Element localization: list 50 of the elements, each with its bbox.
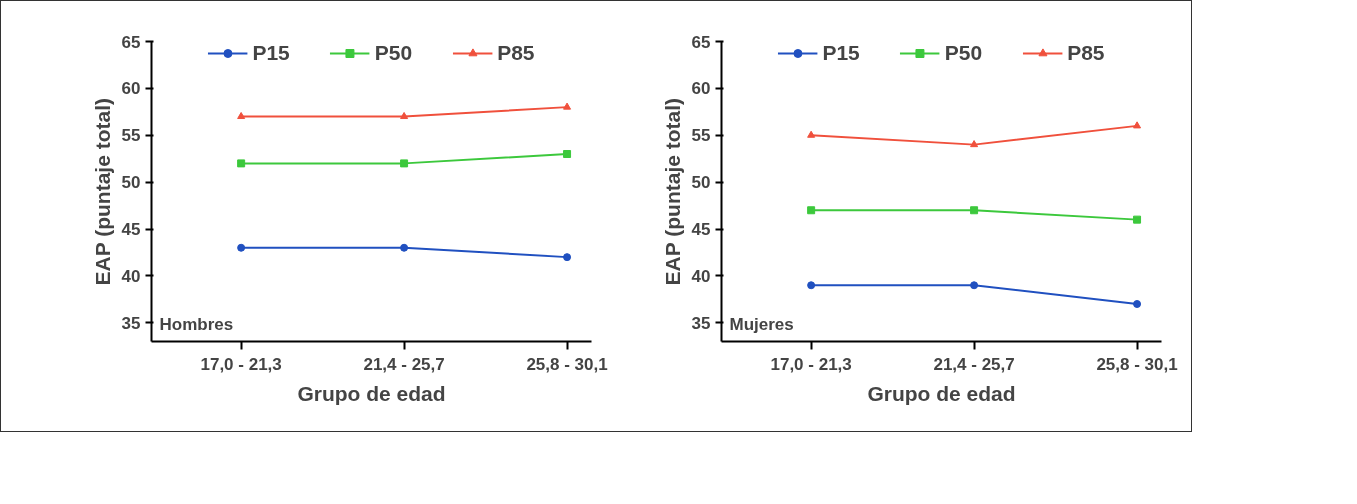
x-tick-label: 17,0 - 21,3 [200,354,282,374]
x-axis-title: Grupo de edad [867,381,1016,405]
legend-label: P85 [497,41,535,65]
point [237,111,246,120]
y-tick-label: 40 [121,266,141,286]
point [1133,300,1142,308]
legend-label: P15 [822,41,860,65]
point [400,243,409,252]
y-axis-title: EAP (puntaje total) [90,97,114,286]
x-tick-label: 25,8 - 30,1 [526,354,608,374]
point [563,102,572,110]
y-tick-label: 40 [691,266,711,286]
y-tick-label: 60 [691,79,711,99]
x-tick-label: 17,0 - 21,3 [770,354,852,374]
y-axis-title: EAP (puntaje total) [660,97,684,286]
y-tick-label: 55 [121,126,141,146]
legend-label: P50 [374,41,413,65]
y-tick-label: 45 [691,220,711,239]
y-tick-label: 60 [121,79,141,99]
x-tick-label: 21,4 - 25,7 [933,354,1015,374]
point [563,253,572,262]
annotation: Mujeres [729,314,794,334]
y-tick-label: 45 [121,220,141,239]
y-tick-label: 35 [121,313,141,333]
y-tick-label: 50 [121,173,141,193]
point [807,206,816,215]
point [970,281,979,290]
legend-label: P15 [252,41,290,65]
point [237,243,246,252]
annotation: Hombres [159,314,234,334]
point [970,140,979,148]
point [807,130,816,138]
x-axis-title: Grupo de edad [297,381,446,405]
point [1133,121,1142,129]
point [807,281,816,290]
legend-label: P85 [1067,41,1105,65]
point [970,206,979,215]
point [400,111,409,120]
y-tick-label: 65 [691,32,711,52]
x-tick-label: 21,4 - 25,7 [363,354,445,374]
point [1133,215,1142,224]
point [237,159,246,168]
legend-label: P50 [944,41,983,65]
point [563,150,572,158]
y-tick-label: 55 [691,126,711,146]
point [400,159,409,168]
x-tick-label: 25,8 - 30,1 [1096,354,1178,374]
y-tick-label: 35 [691,313,711,333]
y-tick-label: 50 [691,173,711,193]
y-tick-label: 65 [121,32,141,52]
